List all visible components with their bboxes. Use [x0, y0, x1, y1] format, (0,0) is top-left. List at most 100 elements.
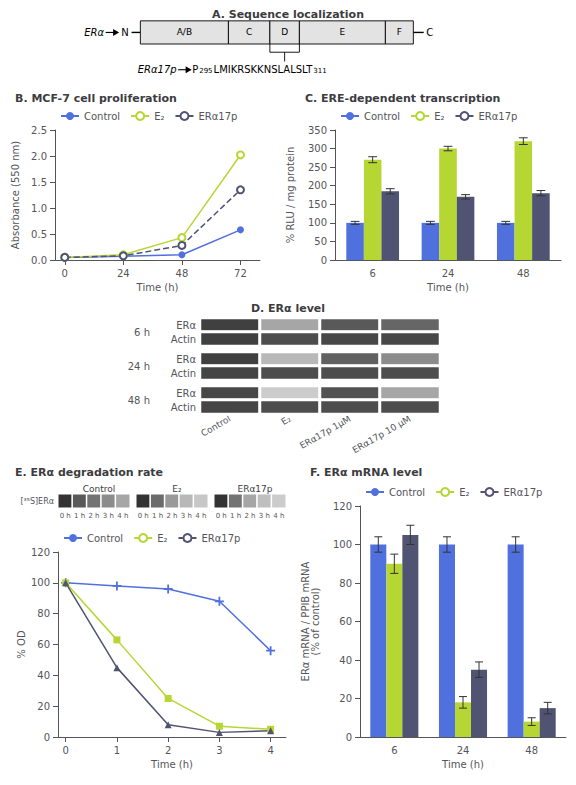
svg-text:0: 0	[321, 255, 327, 266]
svg-text:C: C	[426, 27, 433, 38]
svg-text:ERα17p: ERα17p	[138, 64, 177, 75]
svg-text:E₂: E₂	[154, 111, 164, 122]
svg-text:1.0: 1.0	[31, 203, 47, 214]
svg-text:1 h: 1 h	[74, 512, 85, 520]
svg-text:E₂: E₂	[157, 533, 167, 544]
svg-text:60: 60	[37, 639, 50, 650]
svg-text:2.0: 2.0	[31, 151, 47, 162]
svg-text:24: 24	[442, 268, 455, 279]
svg-text:300: 300	[308, 143, 327, 154]
svg-text:48 h: 48 h	[128, 395, 150, 406]
svg-text:ERα17p 1μM: ERα17p 1μM	[298, 414, 352, 451]
svg-text:ERα: ERα	[84, 27, 104, 38]
svg-text:60: 60	[339, 616, 352, 627]
svg-text:1 h: 1 h	[230, 512, 241, 520]
svg-text:Control: Control	[87, 533, 123, 544]
svg-text:C. ERE-dependent transcription: C. ERE-dependent transcription	[305, 92, 500, 105]
svg-text:24: 24	[457, 745, 470, 756]
svg-text:Time (h): Time (h)	[150, 759, 193, 770]
svg-text:120: 120	[333, 501, 352, 512]
svg-text:6 h: 6 h	[134, 327, 150, 338]
svg-text:E₂: E₂	[459, 487, 469, 498]
svg-text:1.5: 1.5	[31, 177, 47, 188]
svg-text:E₂: E₂	[172, 484, 182, 494]
svg-text:ERα17p 10 μM: ERα17p 10 μM	[351, 414, 413, 455]
svg-text:120: 120	[31, 547, 50, 558]
svg-text:ERα17p: ERα17p	[478, 111, 517, 122]
svg-text:1: 1	[114, 745, 120, 756]
svg-text:Time (h): Time (h)	[426, 282, 469, 293]
svg-text:48: 48	[176, 268, 189, 279]
svg-text:Control: Control	[364, 111, 400, 122]
svg-text:E₂: E₂	[434, 111, 444, 122]
svg-text:E: E	[340, 27, 346, 37]
svg-text:1 h: 1 h	[152, 512, 163, 520]
svg-text:100: 100	[31, 577, 50, 588]
svg-text:2 h: 2 h	[244, 512, 255, 520]
svg-text:ERα: ERα	[176, 320, 196, 331]
svg-text:4 h: 4 h	[195, 512, 206, 520]
svg-text:N: N	[121, 27, 128, 38]
svg-text:E. ERα degradation rate: E. ERα degradation rate	[15, 466, 163, 479]
svg-text:40: 40	[339, 655, 352, 666]
svg-text:295: 295	[199, 67, 212, 75]
svg-text:Actin: Actin	[171, 334, 196, 345]
svg-text:2: 2	[165, 745, 171, 756]
svg-text:F: F	[397, 27, 402, 37]
svg-text:0: 0	[62, 268, 68, 279]
svg-text:Control: Control	[199, 414, 232, 439]
svg-text:200: 200	[308, 180, 327, 191]
svg-text:% RLU / mg protein: % RLU / mg protein	[285, 147, 296, 244]
svg-text:0 h: 0 h	[216, 512, 227, 520]
svg-text:Time (h): Time (h)	[441, 759, 484, 770]
svg-text:ERα: ERα	[176, 354, 196, 365]
svg-text:Absorbance (550 nm): Absorbance (550 nm)	[10, 141, 21, 250]
svg-text:A. Sequence localization: A. Sequence localization	[212, 8, 364, 21]
svg-text:A/B: A/B	[177, 27, 192, 37]
svg-text:P: P	[192, 64, 198, 75]
svg-text:ERα17p: ERα17p	[198, 111, 237, 122]
svg-text:3 h: 3 h	[103, 512, 114, 520]
svg-text:150: 150	[308, 199, 327, 210]
svg-text:2.5: 2.5	[31, 125, 47, 136]
svg-text:80: 80	[339, 578, 352, 589]
svg-text:C: C	[246, 27, 252, 37]
svg-text:6: 6	[369, 268, 375, 279]
svg-text:Actin: Actin	[171, 368, 196, 379]
svg-text:F. ERα mRNA level: F. ERα mRNA level	[310, 466, 422, 479]
svg-text:4: 4	[267, 745, 273, 756]
svg-text:0 h: 0 h	[138, 512, 149, 520]
svg-text:0: 0	[62, 745, 68, 756]
svg-text:100: 100	[333, 539, 352, 550]
svg-text:2 h: 2 h	[166, 512, 177, 520]
svg-text:0 h: 0 h	[60, 512, 71, 520]
svg-text:(% of control): (% of control)	[310, 587, 321, 655]
svg-text:Time (h): Time (h)	[136, 282, 179, 293]
svg-text:24: 24	[117, 268, 130, 279]
svg-text:0.0: 0.0	[31, 255, 47, 266]
svg-text:[³⁵S]ERα: [³⁵S]ERα	[20, 497, 54, 506]
svg-text:Control: Control	[84, 111, 120, 122]
svg-text:ERα17p: ERα17p	[237, 484, 272, 494]
svg-text:72: 72	[234, 268, 247, 279]
svg-text:20: 20	[37, 701, 50, 712]
svg-text:0.5: 0.5	[31, 229, 47, 240]
svg-text:48: 48	[517, 268, 530, 279]
svg-text:0: 0	[44, 732, 50, 743]
svg-text:48: 48	[525, 745, 538, 756]
svg-text:Actin: Actin	[171, 402, 196, 413]
svg-text:3 h: 3 h	[181, 512, 192, 520]
svg-text:250: 250	[308, 162, 327, 173]
svg-text:50: 50	[314, 236, 327, 247]
svg-text:Control: Control	[389, 487, 425, 498]
svg-text:40: 40	[37, 670, 50, 681]
svg-text:3 h: 3 h	[259, 512, 270, 520]
svg-text:D: D	[281, 27, 288, 37]
svg-text:% OD: % OD	[16, 630, 27, 659]
svg-text:Control: Control	[83, 484, 116, 494]
svg-text:24 h: 24 h	[128, 361, 150, 372]
svg-text:B. MCF-7 cell proliferation: B. MCF-7 cell proliferation	[15, 92, 177, 105]
svg-text:2 h: 2 h	[88, 512, 99, 520]
svg-text:LMIKRSKKNSLALSLT: LMIKRSKKNSLALSLT	[214, 64, 314, 75]
svg-text:350: 350	[308, 125, 327, 136]
